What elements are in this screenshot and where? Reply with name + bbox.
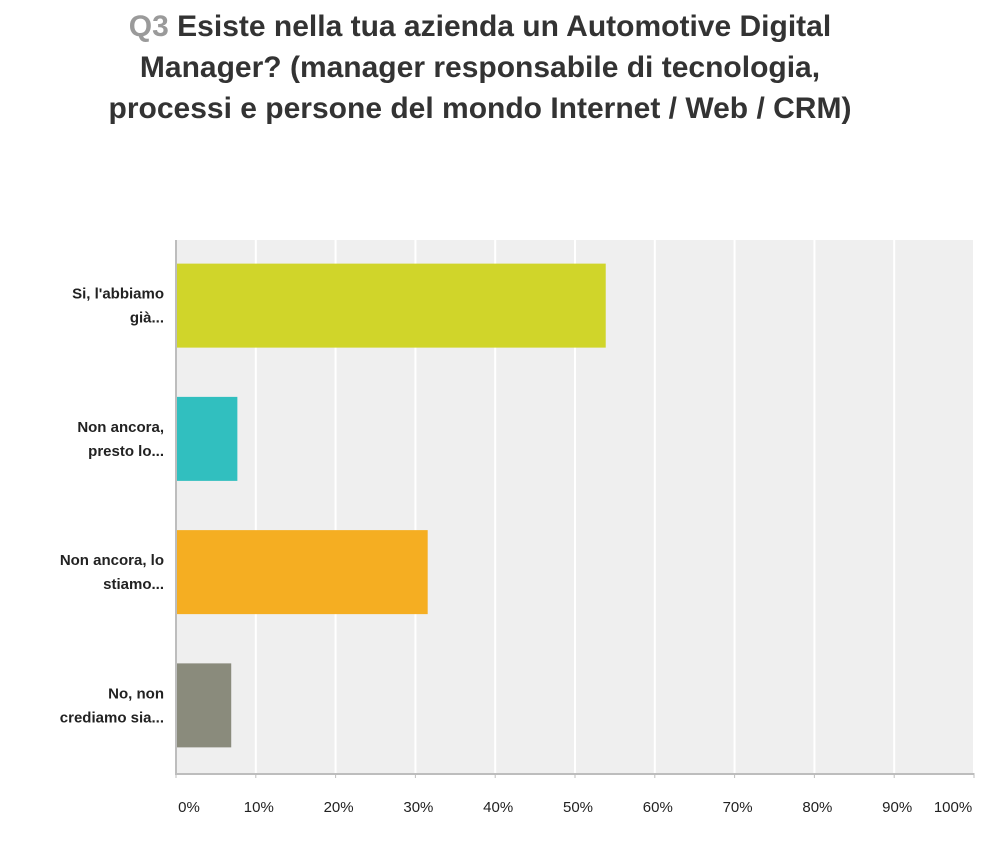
category-label-2-line-1: Non ancora, xyxy=(77,419,164,436)
category-label-2-line-2: presto lo... xyxy=(88,443,164,460)
x-tick-label-100: 100% xyxy=(934,799,972,816)
x-tick-label-40: 40% xyxy=(483,799,513,816)
bar-1 xyxy=(177,263,606,348)
x-tick-label-50: 50% xyxy=(563,799,593,816)
x-tick-label-30: 30% xyxy=(403,799,433,816)
category-label-3-line-1: Non ancora, lo xyxy=(60,552,164,569)
bar-4 xyxy=(177,663,232,748)
bar-3 xyxy=(177,530,428,615)
question-text: Esiste nella tua azienda un Automotive D… xyxy=(108,10,852,125)
x-tick-label-10: 10% xyxy=(244,799,274,816)
category-label-1-line-1: Si, l'abbiamo xyxy=(72,286,164,303)
question-number: Q3 xyxy=(128,10,169,43)
category-label-3-line-2: stiamo... xyxy=(103,576,164,593)
x-tick-label-20: 20% xyxy=(324,799,354,816)
category-label-1-line-2: già... xyxy=(130,310,164,327)
category-label-4-line-1: No, non xyxy=(108,685,164,702)
x-tick-label-70: 70% xyxy=(723,799,753,816)
x-tick-label-60: 60% xyxy=(643,799,673,816)
chart-title: Q3 Esiste nella tua azienda un Automotiv… xyxy=(100,6,860,129)
x-tick-label-0: 0% xyxy=(178,799,200,816)
x-tick-label-90: 90% xyxy=(882,799,912,816)
x-tick-label-80: 80% xyxy=(802,799,832,816)
bar-2 xyxy=(177,396,238,481)
category-label-4-line-2: crediamo sia... xyxy=(60,709,164,726)
